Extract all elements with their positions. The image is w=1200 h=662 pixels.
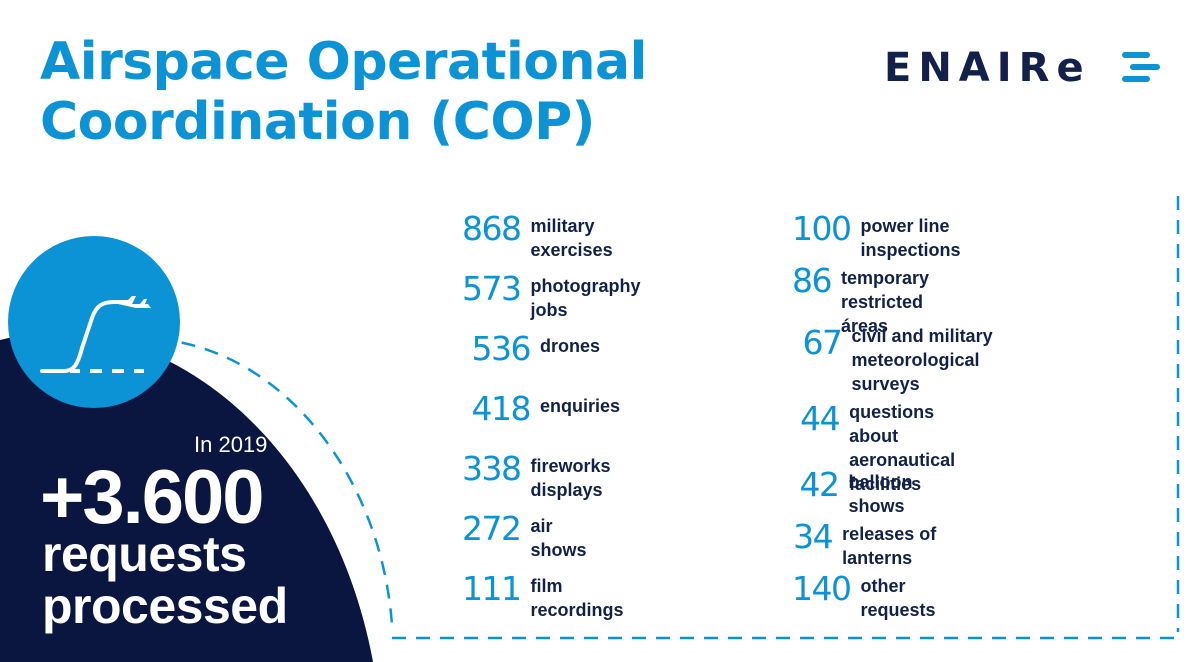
stat-value: 67 (802, 323, 843, 362)
stat-item: 140 other requests (792, 570, 945, 622)
stat-item: 86 temporary restricted áreas (792, 262, 958, 338)
stat-item: 418 enquiries (462, 389, 621, 428)
hero-circle (8, 236, 180, 408)
aircraft-takeoff-icon (40, 296, 151, 373)
stat-label: fireworks displays (530, 456, 611, 500)
stat-value: 111 (462, 569, 522, 608)
requests-caption-line-2: processed (42, 578, 288, 634)
stat-value: 42 (799, 465, 840, 504)
stat-value: 44 (800, 399, 841, 438)
requests-caption: requests processed (42, 528, 288, 632)
stat-item: 272 air shows (462, 510, 596, 562)
navy-arc-shape (0, 332, 373, 662)
stat-label-line-1: questions about (849, 402, 935, 446)
stat-item: 44 questions about aeronautical faciliti… (792, 396, 976, 496)
stat-label: balloon shows (848, 472, 913, 516)
stat-label: power line inspections (860, 216, 961, 260)
year-label: In 2019 (194, 432, 268, 457)
stat-value: 868 (462, 209, 522, 248)
stat-value: 536 (471, 329, 532, 368)
stat-label-line-2: meteorological surveys (851, 350, 980, 394)
stat-label: military exercises (530, 216, 613, 260)
stat-label: other requests (860, 576, 936, 620)
stat-label: film recordings (530, 576, 624, 620)
title-line-2: Coordination (COP) (40, 92, 595, 152)
page-title: Airspace Operational Coordination (COP) (40, 32, 647, 152)
stat-item: 100 power line inspections (792, 210, 970, 262)
logo-bars-icon (1122, 52, 1160, 82)
title-line-1: Airspace Operational (40, 32, 647, 92)
stat-value: 140 (792, 569, 852, 608)
stat-value: 100 (792, 209, 852, 248)
stat-label: civil and military meteorological survey… (852, 320, 999, 396)
stat-item: 111 film recordings (462, 570, 633, 622)
stat-item: 42 balloon shows (792, 466, 934, 518)
total-requests: +3.600 (40, 455, 265, 540)
stat-item: 338 fireworks displays (462, 450, 620, 502)
stat-label: enquiries (540, 396, 621, 416)
enaire-logo: ENAIRe (884, 40, 1164, 96)
stat-value: 34 (793, 517, 834, 556)
stat-label: photography jobs (530, 276, 641, 320)
stat-label: questions about aeronautical facilities (849, 396, 976, 496)
stat-label: air shows (530, 516, 587, 560)
stat-label: drones (540, 336, 601, 356)
stat-label: temporary restricted áreas (841, 268, 930, 336)
stat-label-line-1: civil and military (851, 326, 993, 346)
stat-value: 338 (462, 449, 522, 488)
stat-label-line-2: aeronautical facilities (849, 450, 956, 494)
stat-item: 573 photography jobs (462, 270, 650, 322)
requests-caption-line-1: requests (42, 526, 247, 582)
stat-value: 418 (471, 389, 532, 428)
stat-item: 34 releases of lanterns (792, 518, 942, 570)
stat-item: 536 drones (462, 329, 601, 368)
stat-value: 86 (792, 261, 833, 300)
stat-item: 67 civil and military meteorological sur… (792, 320, 998, 396)
stat-value: 573 (462, 269, 522, 308)
stat-label: releases of lanterns (842, 524, 937, 568)
stat-value: 272 (462, 509, 522, 548)
logo-text: ENAIRe (884, 45, 1091, 91)
stat-item: 868 military exercises (462, 210, 622, 262)
